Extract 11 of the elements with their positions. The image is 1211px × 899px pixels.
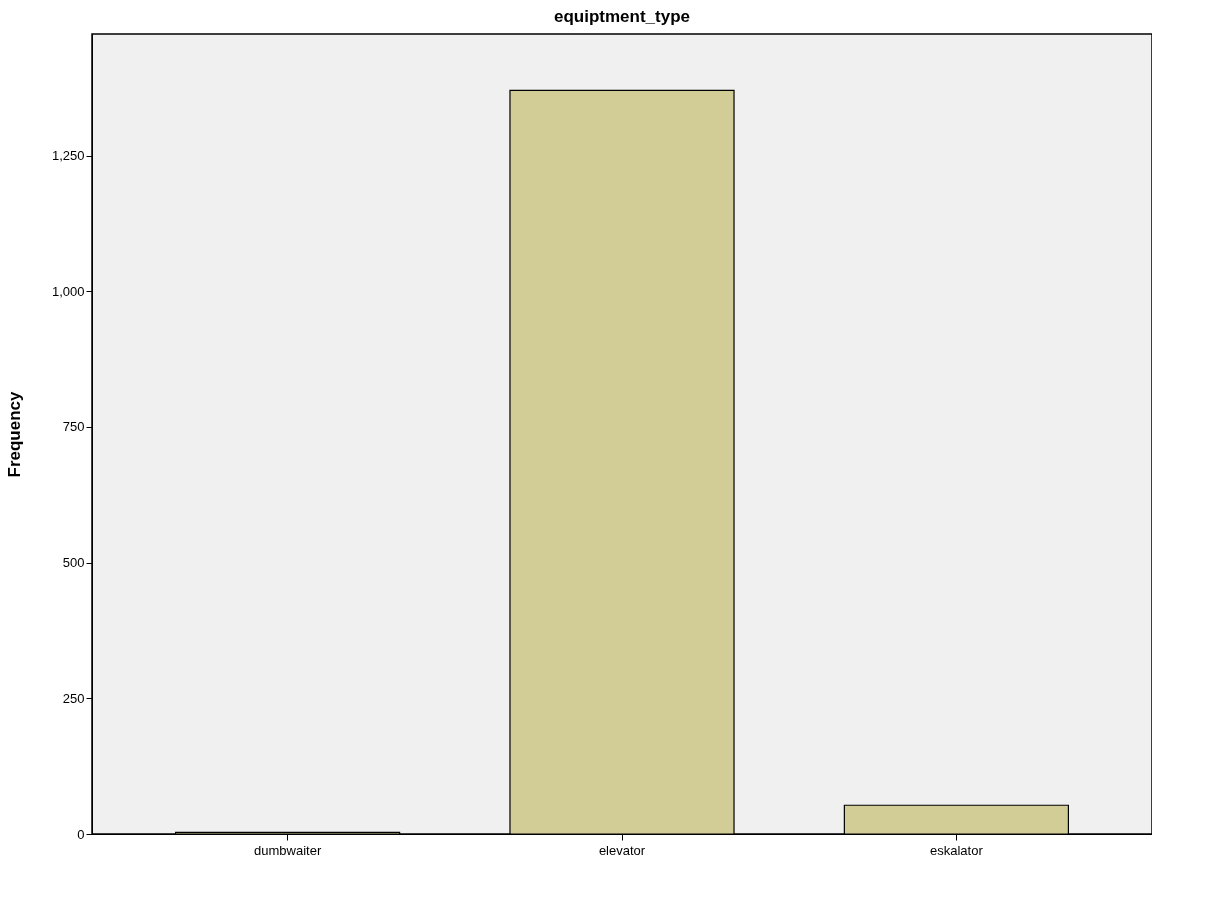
chart-title: equiptment_type [553,7,691,26]
x-tick-label: dumbwaiter [254,842,322,858]
y-tick-label: 0 [77,826,85,842]
x-tick-label: eskalator [930,842,984,858]
y-tick-label: 250 [62,690,85,706]
y-tick-label: 500 [62,555,85,571]
x-tick-label: elevator [598,842,646,858]
y-tick-label: 750 [62,419,85,435]
y-axis-title: Frequency [4,390,24,478]
y-tick-label: 1,250 [51,148,85,164]
y-tick-label: 1,000 [51,283,85,299]
